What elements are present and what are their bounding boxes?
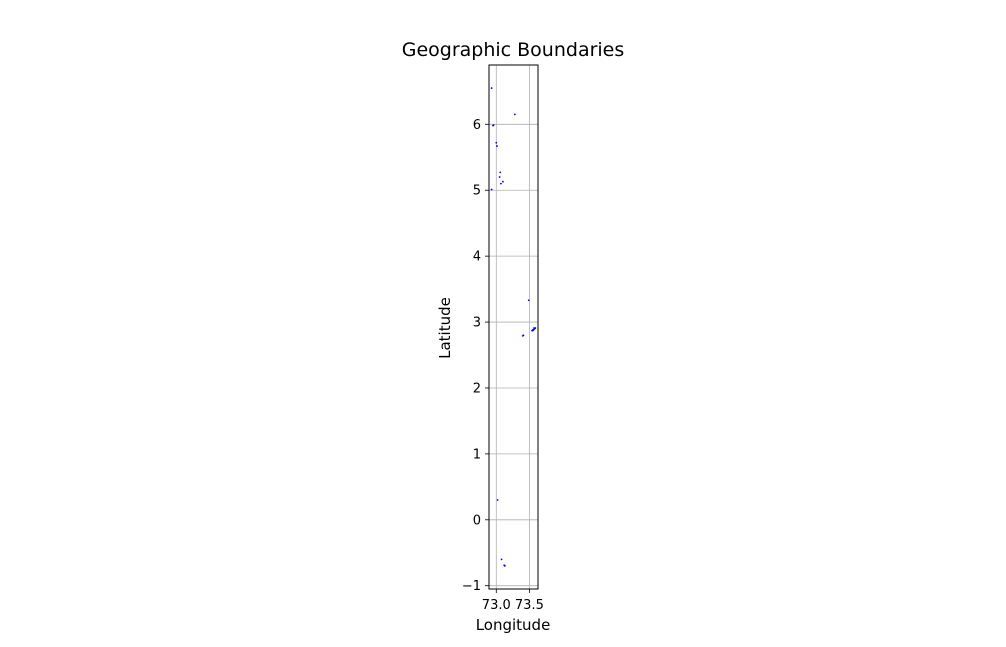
y-tick-label: 5 (473, 184, 481, 199)
x-tick-label: 73.5 (515, 598, 544, 613)
data-point (533, 327, 535, 329)
data-point (500, 182, 502, 185)
data-point (490, 87, 493, 89)
data-point (521, 334, 524, 337)
data-point (502, 180, 504, 183)
x-axis-label: Longitude (476, 616, 551, 634)
data-point (534, 327, 537, 329)
y-tick-label: 0 (473, 513, 481, 528)
data-point (496, 499, 499, 501)
axis-ticks: 73.0 73.5 −1 0 1 2 3 4 5 6 (462, 118, 544, 613)
plot-area-frame (488, 64, 539, 590)
y-tick-label: 6 (473, 118, 481, 133)
data-point (490, 188, 493, 191)
data-points (490, 87, 537, 567)
grid-lines (489, 65, 538, 589)
y-tick-label: 4 (473, 250, 481, 265)
y-tick-label: 1 (473, 447, 481, 462)
y-axis-label: Latitude (436, 297, 454, 359)
data-point (498, 176, 501, 178)
y-tick-label: 3 (473, 316, 481, 331)
chart-title: Geographic Boundaries (402, 39, 625, 61)
data-point (499, 171, 502, 174)
data-point (527, 299, 530, 302)
y-tick-label: 2 (473, 381, 481, 396)
data-point (503, 565, 506, 567)
data-point (496, 145, 498, 147)
data-point (492, 124, 495, 126)
data-point (500, 558, 503, 561)
x-tick-label: 73.0 (482, 598, 511, 613)
y-tick-label: −1 (462, 579, 481, 594)
data-point (531, 329, 534, 331)
data-point (495, 141, 498, 144)
data-point (513, 113, 516, 116)
